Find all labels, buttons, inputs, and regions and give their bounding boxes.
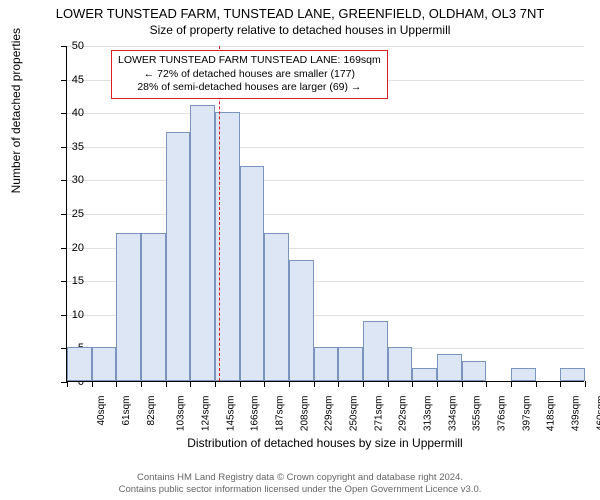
- x-tick-label: 418sqm: [546, 396, 557, 432]
- x-tick: [560, 381, 561, 387]
- gridline: [67, 147, 584, 148]
- histogram-bar: [289, 260, 314, 381]
- x-tick: [486, 381, 487, 387]
- y-tick-label: 50: [54, 40, 84, 52]
- histogram-bar: [67, 347, 92, 381]
- histogram-bar: [141, 233, 166, 381]
- x-tick-label: 229sqm: [324, 396, 335, 432]
- x-tick-label: 313sqm: [423, 396, 434, 432]
- histogram-bar: [560, 368, 585, 381]
- footer-line: Contains public sector information licen…: [0, 484, 600, 496]
- x-tick-label: 208sqm: [299, 396, 310, 432]
- x-tick: [289, 381, 290, 387]
- gridline: [67, 113, 584, 114]
- x-tick-label: 145sqm: [225, 396, 236, 432]
- x-tick-label: 166sqm: [250, 396, 261, 432]
- x-tick-label: 124sqm: [201, 396, 212, 432]
- y-tick-label: 40: [54, 107, 84, 119]
- histogram-bar: [314, 347, 339, 381]
- y-tick-label: 45: [54, 74, 84, 86]
- x-tick-label: 334sqm: [447, 396, 458, 432]
- x-tick: [240, 381, 241, 387]
- x-tick-label: 61sqm: [121, 396, 132, 426]
- x-tick: [190, 381, 191, 387]
- histogram-chart: Number of detached properties 0510152025…: [44, 46, 584, 426]
- histogram-bar: [437, 354, 462, 381]
- x-tick: [388, 381, 389, 387]
- annotation-line: LOWER TUNSTEAD FARM TUNSTEAD LANE: 169sq…: [118, 54, 381, 68]
- x-tick: [462, 381, 463, 387]
- x-tick: [536, 381, 537, 387]
- x-tick-label: 103sqm: [176, 396, 187, 432]
- histogram-bar: [166, 132, 191, 381]
- page-subtitle: Size of property relative to detached ho…: [0, 21, 600, 37]
- histogram-bar: [388, 347, 413, 381]
- x-tick-label: 292sqm: [398, 396, 409, 432]
- y-tick-label: 20: [54, 242, 84, 254]
- x-tick: [511, 381, 512, 387]
- page-title: LOWER TUNSTEAD FARM, TUNSTEAD LANE, GREE…: [0, 0, 600, 21]
- y-tick-label: 30: [54, 174, 84, 186]
- y-tick-label: 15: [54, 275, 84, 287]
- histogram-bar: [338, 347, 363, 381]
- annotation-line: 28% of semi-detached houses are larger (…: [118, 81, 381, 95]
- histogram-bar: [363, 321, 388, 381]
- x-tick: [141, 381, 142, 387]
- x-tick-label: 355sqm: [472, 396, 483, 432]
- x-tick-label: 439sqm: [571, 396, 582, 432]
- histogram-bar: [412, 368, 437, 381]
- y-tick-label: 25: [54, 208, 84, 220]
- y-tick-label: 35: [54, 141, 84, 153]
- x-tick-label: 271sqm: [373, 396, 384, 432]
- y-axis-title: Number of detached properties: [9, 28, 23, 193]
- x-tick: [314, 381, 315, 387]
- gridline: [67, 180, 584, 181]
- gridline: [67, 214, 584, 215]
- x-tick: [264, 381, 265, 387]
- x-tick: [585, 381, 586, 387]
- x-tick: [116, 381, 117, 387]
- x-tick-label: 250sqm: [349, 396, 360, 432]
- gridline: [67, 46, 584, 47]
- x-tick: [67, 381, 68, 387]
- footer-line: Contains HM Land Registry data © Crown c…: [0, 472, 600, 484]
- x-tick: [437, 381, 438, 387]
- histogram-bar: [190, 105, 215, 381]
- x-tick-label: 460sqm: [595, 396, 600, 432]
- histogram-bar: [511, 368, 536, 381]
- histogram-bar: [240, 166, 265, 381]
- footer-credits: Contains HM Land Registry data © Crown c…: [0, 472, 600, 496]
- histogram-bar: [92, 347, 117, 381]
- x-tick: [363, 381, 364, 387]
- histogram-bar: [116, 233, 141, 381]
- x-tick: [92, 381, 93, 387]
- x-tick: [338, 381, 339, 387]
- x-tick-label: 187sqm: [275, 396, 286, 432]
- x-tick: [166, 381, 167, 387]
- x-tick-label: 376sqm: [497, 396, 508, 432]
- annotation-box: LOWER TUNSTEAD FARM TUNSTEAD LANE: 169sq…: [111, 50, 388, 99]
- x-tick-label: 397sqm: [521, 396, 532, 432]
- histogram-bar: [462, 361, 487, 381]
- x-tick: [412, 381, 413, 387]
- y-tick-label: 10: [54, 309, 84, 321]
- x-tick-label: 82sqm: [146, 396, 157, 426]
- histogram-bar: [264, 233, 289, 381]
- plot-area: 0510152025303540455040sqm61sqm82sqm103sq…: [66, 46, 584, 382]
- annotation-line: ← 72% of detached houses are smaller (17…: [118, 68, 381, 82]
- x-tick: [215, 381, 216, 387]
- x-tick-label: 40sqm: [96, 396, 107, 426]
